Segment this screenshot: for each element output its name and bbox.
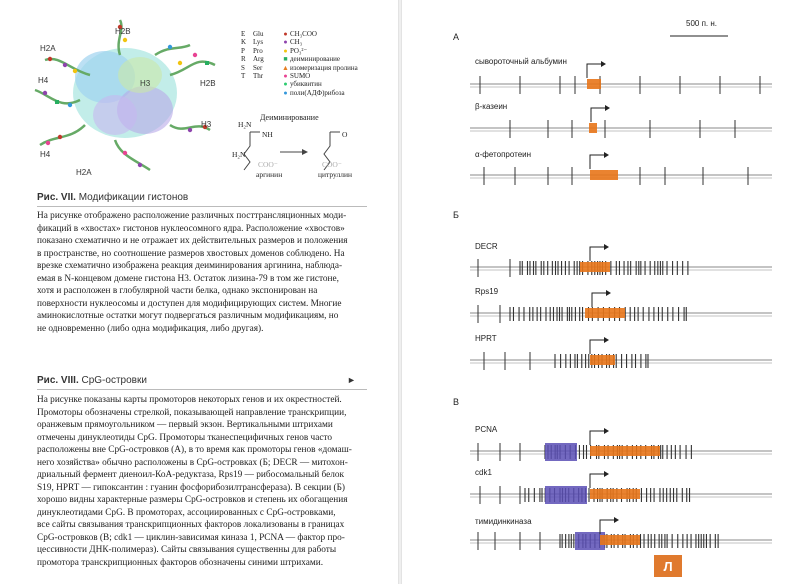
promoter-arrowhead-icon [605, 105, 610, 111]
promoter-arrow-icon [590, 155, 604, 169]
promoter-arrowhead-icon [614, 517, 619, 523]
promoter-arrowhead-icon [606, 290, 611, 296]
promoter-arrow-icon [591, 108, 605, 122]
promoter-arrowhead-icon [601, 61, 606, 67]
promoter-arrow-icon [587, 64, 601, 78]
first-exon [590, 170, 618, 180]
first-exon [589, 123, 597, 133]
promoter-arrow-icon [590, 431, 604, 445]
first-exon [590, 446, 660, 456]
promoter-arrow-icon [600, 520, 614, 534]
first-exon [590, 355, 615, 365]
promoter-arrow-icon [590, 474, 604, 488]
tf-binding-sites [545, 443, 577, 461]
promoter-arrow-icon [590, 340, 604, 354]
promoter-arrow-icon [590, 247, 604, 261]
promoter-arrowhead-icon [604, 471, 609, 477]
promoter-arrow-icon [592, 293, 606, 307]
promoter-arrowhead-icon [604, 337, 609, 343]
promoter-arrowhead-icon [604, 152, 609, 158]
first-exon [600, 535, 640, 545]
page-number-badge: Л [654, 555, 682, 577]
first-exon [580, 262, 610, 272]
first-exon [587, 79, 601, 89]
promoter-arrowhead-icon [604, 244, 609, 250]
first-exon [590, 489, 640, 499]
promoter-arrowhead-icon [604, 428, 609, 434]
first-exon [585, 308, 625, 318]
tf-binding-sites [545, 486, 587, 504]
